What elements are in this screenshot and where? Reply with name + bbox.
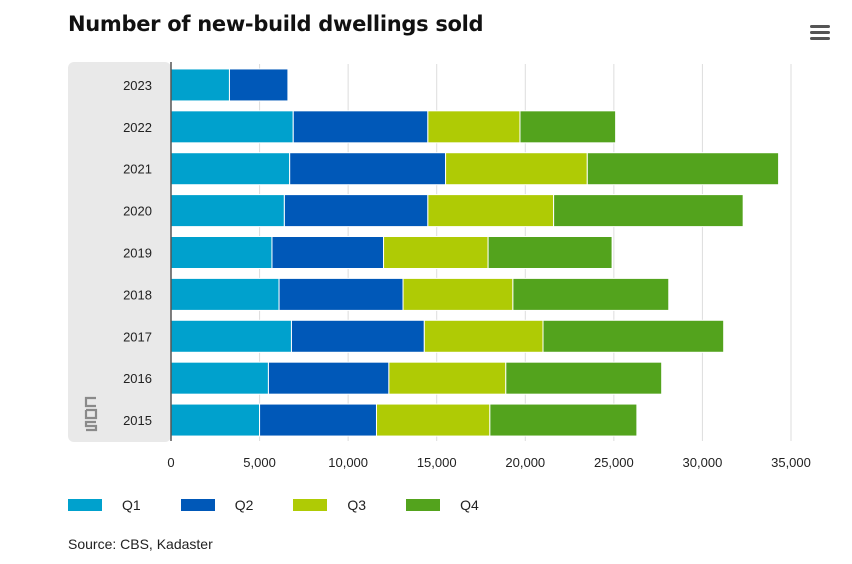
bar-q4-2019	[487, 236, 613, 269]
bar-q2-2020	[283, 194, 429, 228]
bar-q1-2017	[170, 319, 292, 353]
legend-item-q4[interactable]: Q4	[406, 497, 479, 513]
bar-q2-2023	[228, 68, 289, 102]
legend-label: Q2	[234, 497, 254, 513]
chart-legend: Q1 Q2 Q3 Q4	[68, 497, 519, 513]
bar-q1-2019	[170, 236, 273, 269]
x-tick-label: 25,000	[594, 455, 634, 470]
category-label: 2015	[123, 413, 152, 428]
bar-q3-2018	[402, 277, 514, 311]
category-label: 2020	[123, 204, 152, 219]
x-tick-label: 0	[167, 455, 174, 470]
legend-label: Q4	[460, 497, 479, 513]
legend-swatch	[68, 499, 102, 511]
bar-q2-2018	[278, 277, 404, 311]
category-label: 2022	[123, 120, 152, 135]
bar-q1-2020	[170, 194, 285, 228]
x-tick-label: 5,000	[243, 455, 276, 470]
legend-label: Q3	[347, 497, 367, 513]
bar-q3-2015	[375, 403, 491, 437]
category-label: 2023	[123, 78, 152, 93]
bar-q3-2019	[383, 236, 489, 269]
bar-q1-2015	[170, 403, 261, 437]
legend-item-q3[interactable]: Q3	[293, 497, 366, 513]
x-tick-label: 35,000	[771, 455, 811, 470]
legend-swatch	[180, 499, 215, 511]
bar-q1-2021	[170, 152, 291, 186]
category-label: 2017	[123, 329, 152, 344]
category-panel	[68, 62, 171, 442]
bar-q3-2020	[427, 194, 555, 228]
legend-label: Q1	[122, 497, 141, 513]
x-tick-label: 15,000	[417, 455, 457, 470]
category-label: 2021	[123, 162, 152, 177]
bar-q1-2016	[170, 361, 269, 395]
source-note: Source: CBS, Kadaster	[68, 536, 213, 552]
bar-q4-2015	[489, 403, 638, 437]
bar-q2-2021	[289, 152, 447, 186]
legend-item-q1[interactable]: Q1	[68, 497, 141, 513]
bar-q4-2016	[505, 361, 663, 395]
cbs-logo-icon	[84, 396, 98, 432]
bar-q3-2017	[423, 319, 544, 353]
bar-q2-2019	[271, 236, 385, 269]
bar-q4-2017	[542, 319, 725, 353]
category-label: 2016	[123, 371, 152, 386]
legend-swatch	[406, 499, 441, 511]
legend-swatch	[293, 499, 328, 511]
bar-q4-2021	[586, 152, 780, 186]
bar-q2-2016	[267, 361, 390, 395]
x-tick-label: 30,000	[683, 455, 723, 470]
bar-q2-2015	[259, 403, 377, 437]
bar-q4-2022	[519, 110, 617, 144]
x-tick-label: 10,000	[328, 455, 368, 470]
category-label: 2019	[123, 246, 152, 261]
bar-q3-2022	[427, 110, 521, 144]
bar-q4-2018	[512, 277, 670, 311]
bar-q1-2018	[170, 277, 280, 311]
legend-item-q2[interactable]: Q2	[180, 497, 254, 513]
hamburger-menu-icon[interactable]	[806, 20, 834, 44]
x-tick-label: 20,000	[505, 455, 545, 470]
bar-q2-2017	[290, 319, 425, 353]
bar-q1-2023	[170, 68, 230, 102]
category-label: 2018	[123, 287, 152, 302]
bar-q4-2020	[553, 194, 744, 228]
bar-q1-2022	[170, 110, 294, 144]
chart-title: Number of new-build dwellings sold	[68, 12, 484, 36]
bar-q3-2016	[388, 361, 507, 395]
bar-q2-2022	[292, 110, 429, 144]
bar-chart: 2023 2022 2021 2020 2019 2018 2017 2016 2015 0 5,0…	[68, 62, 811, 470]
bar-q3-2021	[445, 152, 588, 186]
